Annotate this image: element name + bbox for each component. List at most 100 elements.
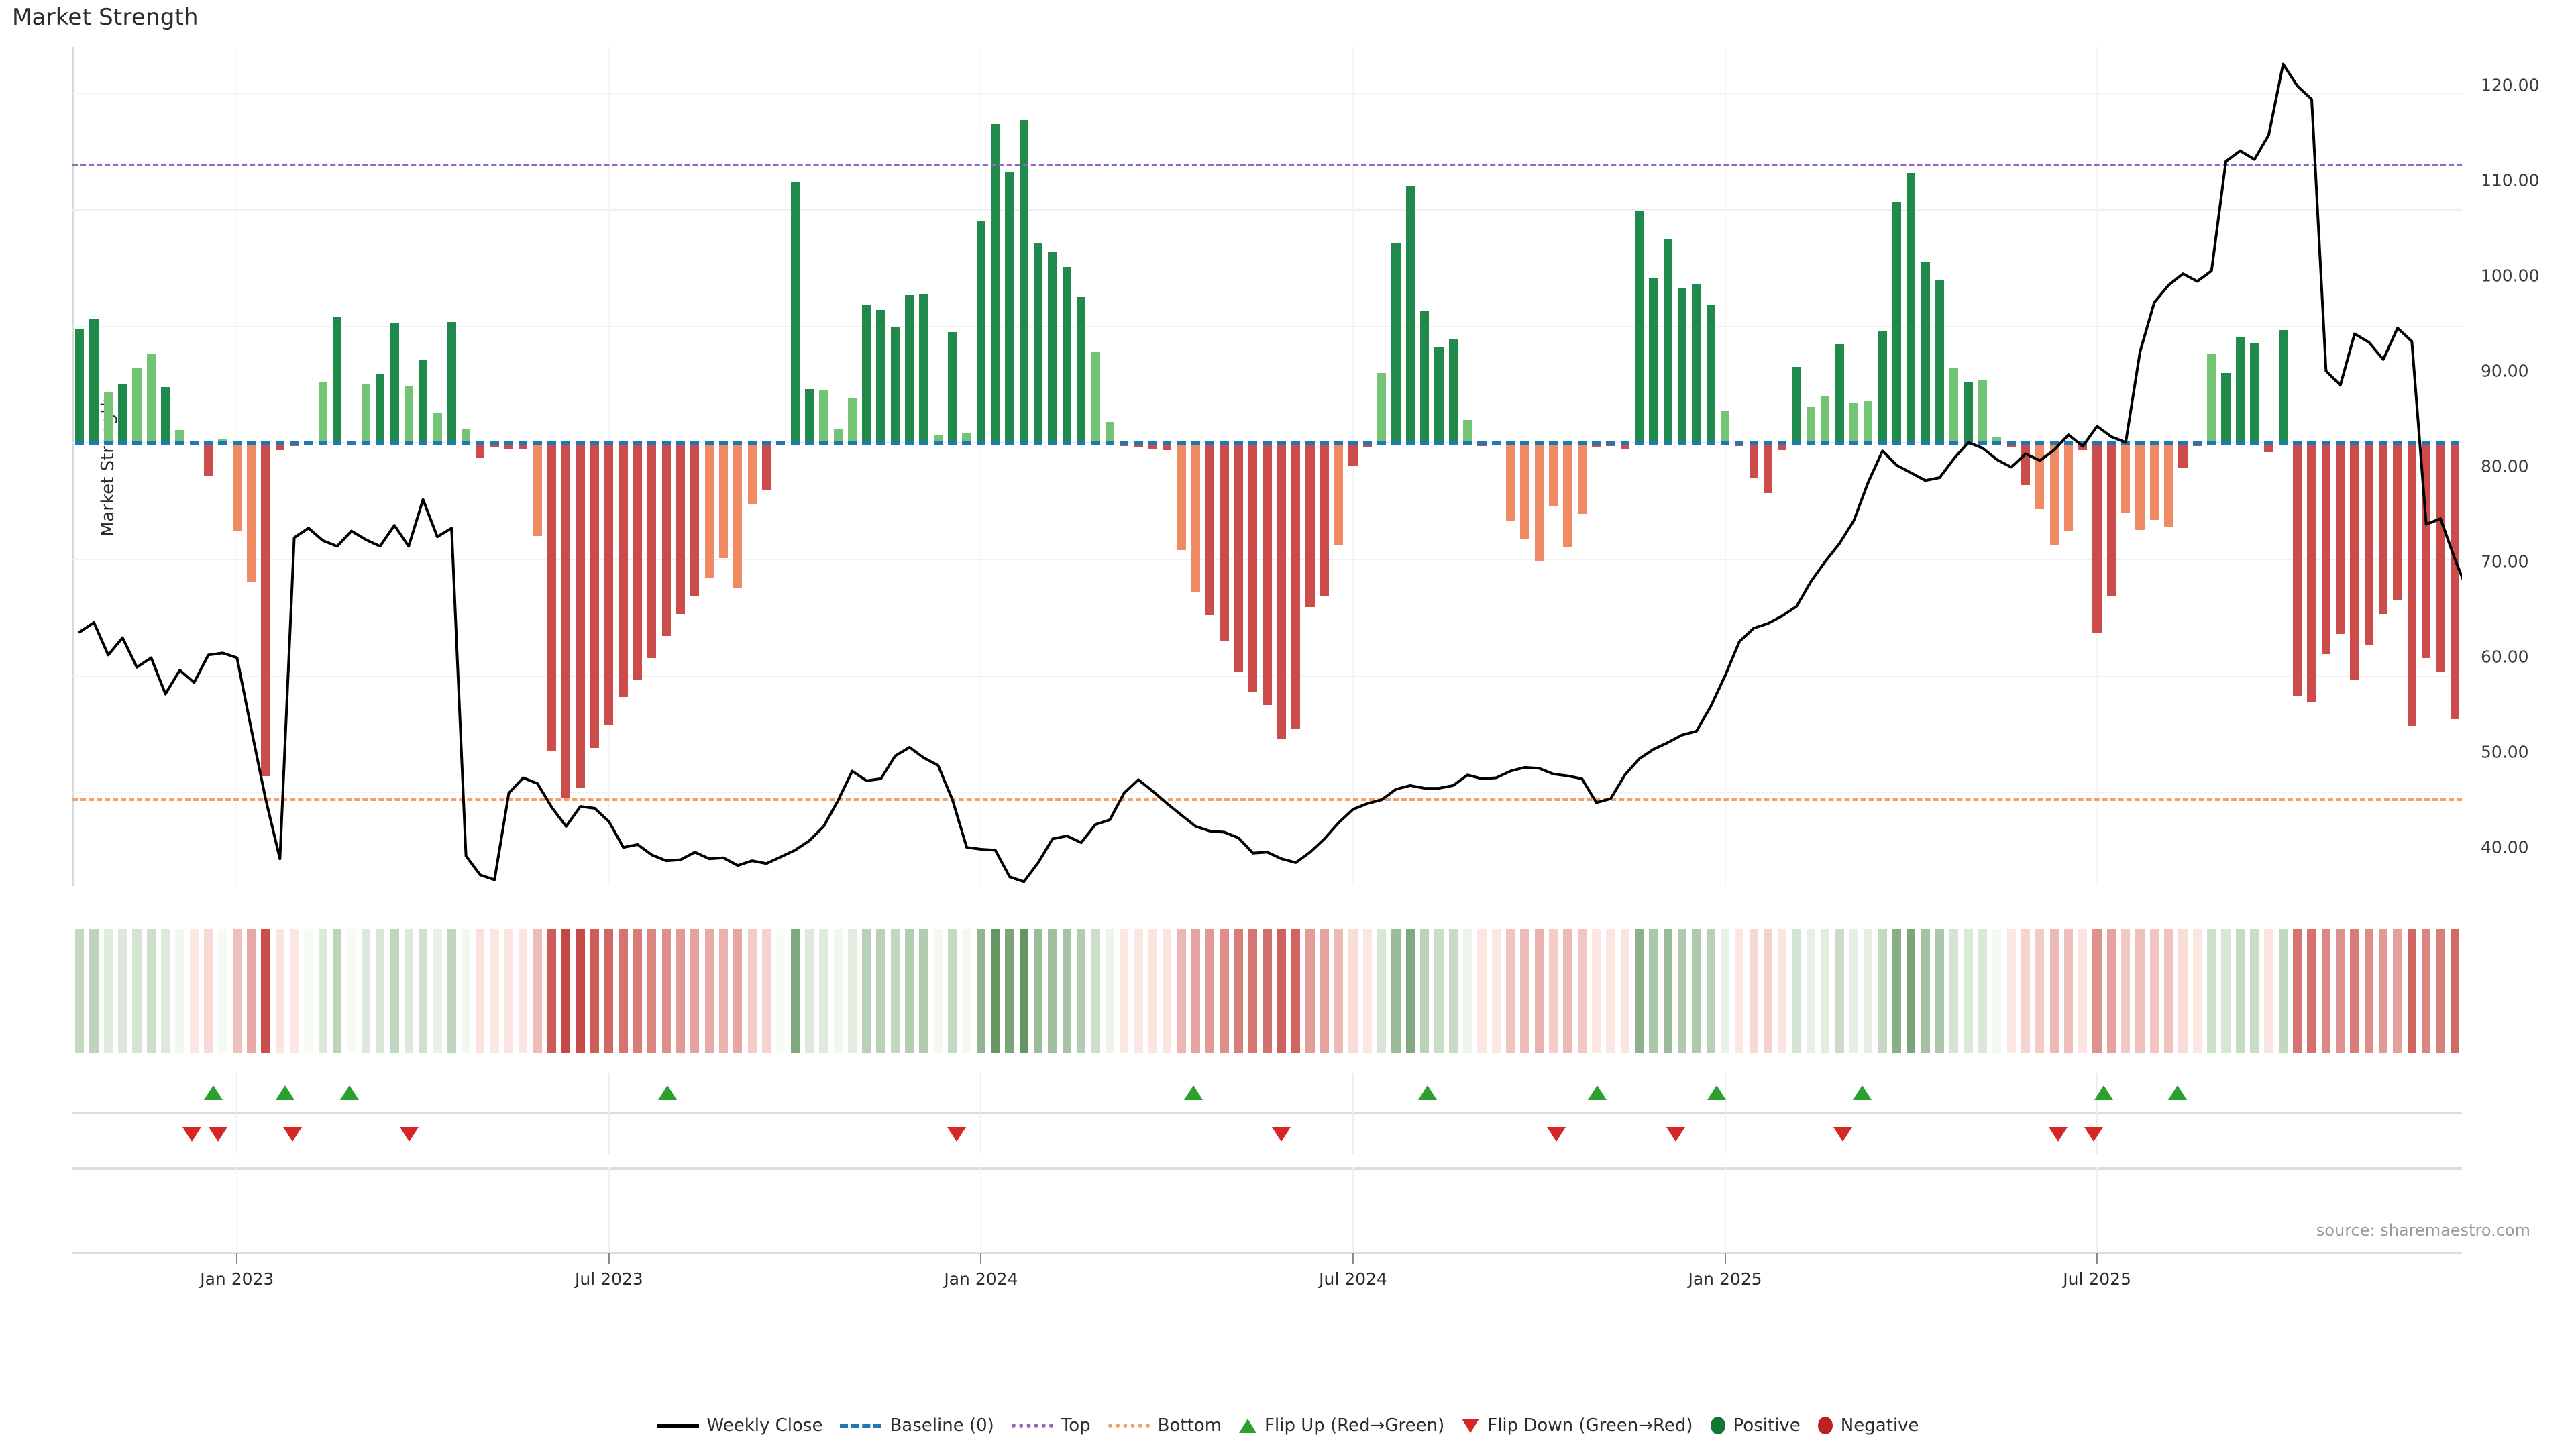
gridline-vertical [980,47,982,885]
baseline-tick [1534,441,1544,446]
gridline-horizontal [72,792,2462,794]
baseline-tick [2149,441,2159,446]
heat-cell [676,929,686,1053]
strength-bar [948,332,957,443]
flip-panel-gridline [2096,1073,2098,1154]
strength-bar [804,389,814,443]
heat-cell [905,929,914,1053]
baseline-tick [790,441,800,446]
strength-bar [1821,396,1830,443]
heat-cell [1778,929,1787,1053]
baseline-tick [1305,441,1315,446]
strength-bar [118,383,127,443]
x-tick-mark [980,1253,982,1264]
heat-cell [1548,929,1558,1053]
flip-up-marker [1417,1085,1437,1100]
lower-panel [72,1167,2462,1254]
baseline-tick [361,441,370,446]
heat-cell [1935,929,1945,1053]
heat-cell [318,929,327,1053]
heat-cell [461,929,471,1053]
strength-bar [504,443,514,449]
heat-cell [1792,929,1801,1053]
strength-bar [2235,337,2245,443]
strength-bar [2379,443,2388,614]
flip-down-marker [1272,1127,1291,1142]
legend-item[interactable]: Top [1011,1415,1091,1436]
heat-cell [2063,929,2074,1053]
heat-cell [2006,929,2016,1053]
legend-item[interactable]: Baseline (0) [840,1415,994,1436]
baseline-tick [2021,441,2031,446]
baseline-tick [1362,441,1372,446]
strength-bar [204,443,213,476]
heat-cell [547,929,557,1053]
baseline-tick [1034,441,1043,446]
strength-bar [1520,443,1529,540]
baseline-tick [476,441,485,446]
heat-cell [132,929,142,1053]
strength-bar [175,430,184,443]
strength-bar [1634,211,1644,443]
baseline-tick [146,441,156,446]
heat-cell [590,929,600,1053]
heat-cell [2307,929,2316,1053]
strength-bar [2164,443,2174,527]
heat-cell [1577,929,1587,1053]
heat-cell [862,929,871,1053]
heat-cell [604,929,614,1053]
y-tick-right: 90.00 [2481,361,2529,381]
baseline-tick [1634,441,1644,446]
baseline-tick [1649,441,1658,446]
strength-bar [519,443,528,449]
legend-item[interactable]: Bottom [1108,1415,1222,1436]
heat-cell [1134,929,1143,1053]
top-reference-line [72,163,2462,166]
legend-item[interactable]: Negative [1817,1415,1919,1436]
heat-cell [1120,929,1129,1053]
lower-panel-gridline [608,1167,610,1254]
heat-cell [1964,929,1973,1053]
baseline-tick [2221,441,2231,446]
legend-item[interactable]: Flip Down (Green→Red) [1462,1415,1693,1436]
heat-cell [1763,929,1773,1053]
heat-cell [1263,929,1272,1053]
heat-cell [2078,929,2088,1053]
strength-bar [547,443,557,751]
heat-cell [504,929,514,1053]
heat-cell [1334,929,1344,1053]
y-tick-right: 100.00 [2481,266,2540,286]
x-tick-label: Jan 2025 [1688,1269,1762,1289]
gridline-horizontal [72,93,2462,95]
heat-cell [1348,929,1358,1053]
strength-bar [1177,443,1186,550]
strength-bar [718,443,729,559]
strength-bar [1034,242,1043,443]
heat-cell [1191,929,1200,1053]
heat-cell [1491,929,1501,1053]
heat-cell [2393,929,2402,1053]
baseline-tick [161,441,170,446]
negative-dot-icon [1817,1417,1833,1434]
strength-bar [647,443,657,659]
baseline-tick [661,441,671,446]
legend-item[interactable]: Positive [1710,1415,1801,1436]
baseline-tick [991,441,1000,446]
strength-bar [1792,367,1801,443]
heat-cell [204,929,213,1053]
baseline-tick [1391,441,1401,446]
x-tick-mark [2096,1253,2098,1264]
baseline-tick [1978,441,1988,446]
lower-panel-gridline [1724,1167,1726,1254]
heat-cell [404,929,413,1053]
baseline-tick [1692,441,1701,446]
heat-cell [2221,929,2231,1053]
x-tick-label: Jan 2023 [200,1269,274,1289]
strength-bar [404,386,413,443]
baseline-tick [304,441,313,446]
legend-item[interactable]: Weekly Close [657,1415,822,1436]
legend-label: Flip Down (Green→Red) [1487,1415,1693,1436]
strength-bar [761,443,771,491]
legend-item[interactable]: Flip Up (Red→Green) [1239,1415,1444,1436]
heat-cell [1835,929,1844,1053]
